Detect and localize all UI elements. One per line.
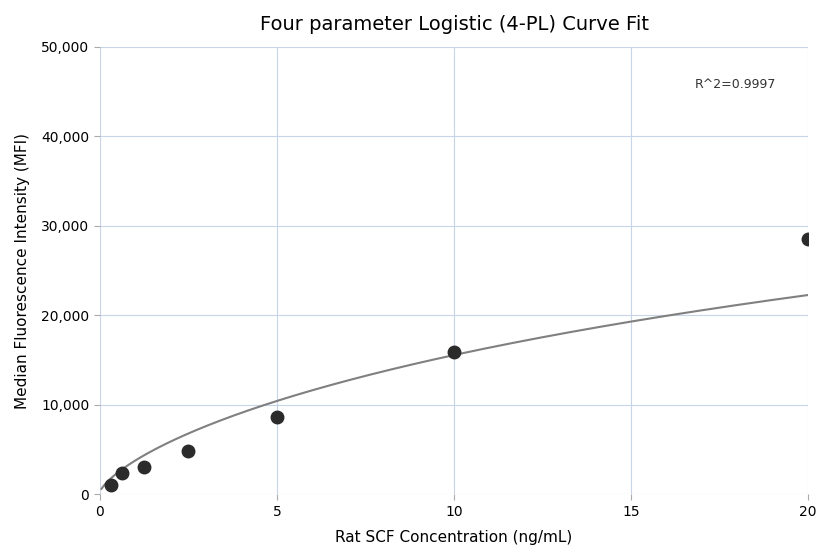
- Point: [104, 480, 117, 489]
- Point: [137, 462, 151, 471]
- Point: [181, 446, 195, 455]
- Point: [448, 348, 461, 357]
- Y-axis label: Median Fluorescence Intensity (MFI): Median Fluorescence Intensity (MFI): [15, 133, 30, 409]
- Title: Four parameter Logistic (4-PL) Curve Fit: Four parameter Logistic (4-PL) Curve Fit: [260, 15, 648, 34]
- Point: [116, 469, 129, 478]
- Point: [270, 413, 284, 422]
- Text: R^2=0.9997: R^2=0.9997: [695, 78, 776, 91]
- X-axis label: Rat SCF Concentration (ng/mL): Rat SCF Concentration (ng/mL): [335, 530, 572, 545]
- Point: [801, 235, 815, 244]
